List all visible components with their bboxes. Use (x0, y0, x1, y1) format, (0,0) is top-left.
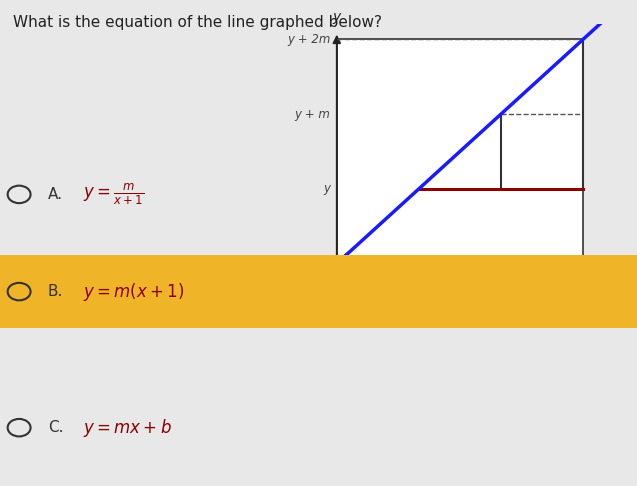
Text: x + 2: x + 2 (568, 275, 599, 288)
Text: A.: A. (48, 187, 63, 202)
Text: What is the equation of the line graphed below?: What is the equation of the line graphed… (13, 15, 382, 30)
Bar (337, 39, 583, 263)
Text: y: y (323, 182, 330, 195)
Text: $y = mx + b$: $y = mx + b$ (83, 417, 172, 439)
Text: $y = m(x + 1)$: $y = m(x + 1)$ (83, 280, 184, 303)
Text: y: y (333, 10, 341, 24)
Text: x + 1: x + 1 (485, 275, 517, 288)
Text: y + 2m: y + 2m (287, 33, 330, 46)
Text: x: x (415, 275, 422, 288)
Text: y + m: y + m (294, 107, 330, 121)
Text: C.: C. (48, 420, 63, 435)
Text: B.: B. (48, 284, 63, 299)
Text: x: x (620, 257, 629, 271)
Text: $y = \frac{m}{x+1}$: $y = \frac{m}{x+1}$ (83, 182, 144, 207)
